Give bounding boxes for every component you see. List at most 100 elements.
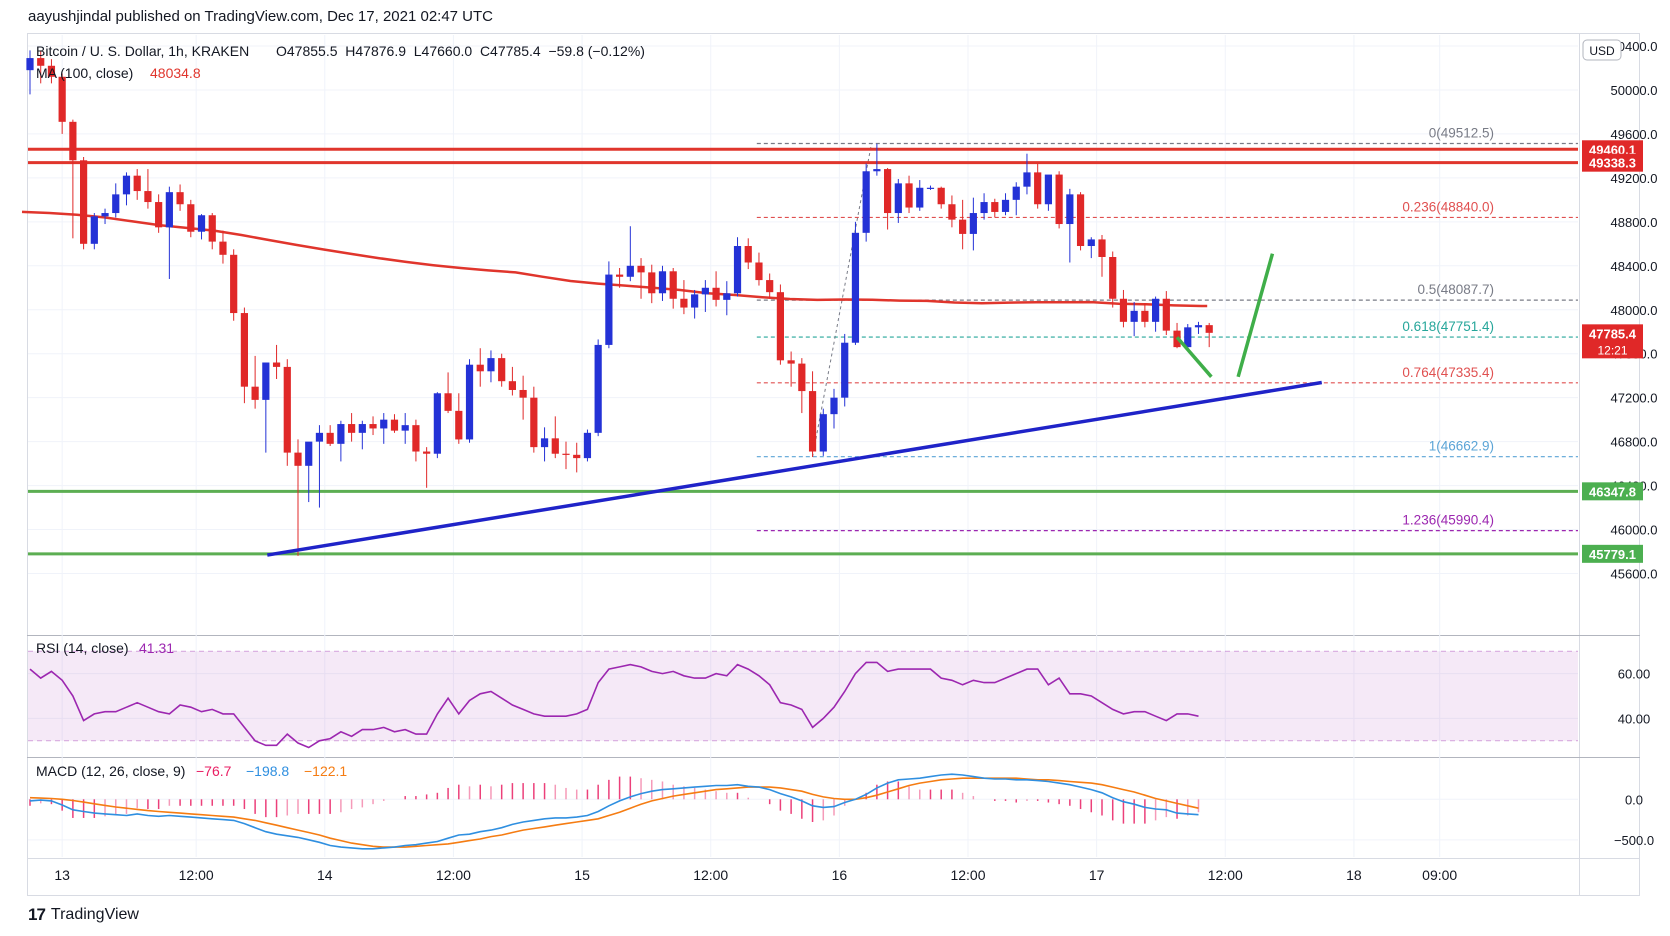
macd-tick-label: −500.0 [1614, 833, 1654, 848]
candle-body [723, 293, 731, 300]
rsi-line [29, 661, 1199, 749]
candle-body [219, 241, 227, 255]
candle-body [819, 414, 827, 452]
x-tick-label: 12:00 [1208, 867, 1243, 883]
macd-legend-signal: −122.1 [304, 763, 347, 779]
x-tick-label: 12:00 [950, 867, 985, 883]
candle-body [369, 424, 377, 429]
candle-body [1098, 239, 1106, 257]
candle-body [508, 381, 516, 390]
candle-body [26, 58, 34, 71]
current-price-badge-text: 47785.4 [1589, 326, 1637, 341]
candle-body [573, 454, 581, 459]
currency-badge-box [1582, 39, 1622, 61]
candle-body [787, 360, 795, 364]
macd-line [29, 773, 1199, 850]
horizontal-levels-layer [28, 147, 1578, 556]
candle-body [841, 342, 849, 398]
rsi-tick-label: 60.00 [1618, 667, 1651, 682]
candle-body [519, 389, 527, 398]
x-tick-label: 16 [832, 867, 848, 883]
candle-body [776, 292, 784, 361]
candle-body [498, 358, 506, 382]
candle-body [1055, 174, 1063, 225]
candle-body [305, 441, 313, 466]
symbol-title: Bitcoin / U. S. Dollar, 1h, KRAKEN [36, 43, 249, 59]
candle-body [1152, 298, 1160, 322]
support-price-badge-text: 46347.8 [1589, 484, 1636, 499]
candle-body [133, 175, 141, 192]
candle-body [905, 183, 913, 208]
macd-legend-label: MACD (12, 26, close, 9) [36, 763, 185, 779]
candle-body [744, 246, 752, 263]
candle-body [851, 232, 860, 343]
tradingview-name: TradingView [50, 906, 139, 923]
ma-legend-value: 48034.8 [150, 65, 201, 81]
candle-body [1066, 194, 1074, 225]
candle-body [873, 169, 881, 172]
candle-body [583, 432, 592, 459]
macd-signal-line [29, 777, 1199, 848]
x-tick-label: 12:00 [179, 867, 214, 883]
support-price-badge-box [1582, 482, 1643, 501]
forecast-layer[interactable] [1175, 253, 1275, 378]
candle-body [830, 397, 838, 415]
candle-body [808, 391, 817, 452]
candle-body [884, 169, 892, 214]
rsi-layer [29, 661, 1199, 749]
candle-body [315, 432, 324, 442]
candle-body [540, 438, 549, 448]
price-tick-label: 49600.0 [1611, 127, 1658, 142]
rsi-legend-label: RSI (14, close) [36, 640, 129, 656]
trendline-layer[interactable] [266, 380, 1323, 557]
candle-body [380, 419, 388, 429]
candle-body [980, 202, 988, 214]
x-tick-label: 17 [1089, 867, 1105, 883]
candle-body [862, 171, 870, 233]
candle-body [423, 451, 431, 454]
candle-body [112, 194, 120, 214]
candle-body [433, 393, 441, 454]
candle-body [1205, 325, 1213, 333]
candle-body [1076, 194, 1085, 247]
current-price-badge-box [1582, 324, 1643, 359]
candle-body [176, 192, 184, 205]
candle-body [337, 424, 345, 444]
tradingview-brand[interactable]: 17 TradingView [28, 905, 139, 925]
support-price-badge-box [1582, 544, 1643, 563]
candle-body [1001, 199, 1010, 212]
price-tick-label: 47200.0 [1611, 391, 1658, 406]
fib-level-label: 0(49512.5) [1429, 126, 1494, 141]
price-tick-label: 48000.0 [1611, 303, 1658, 318]
candle-body [197, 215, 206, 232]
candle-body [240, 313, 248, 387]
candle-body [348, 424, 356, 433]
candle-body [926, 187, 935, 189]
candle-body [691, 294, 699, 308]
rsi-band-layer [28, 650, 1578, 742]
candle-body [616, 274, 624, 277]
ascending-trendline [266, 380, 1323, 557]
candle-body [733, 246, 742, 294]
candle-body [1109, 257, 1117, 299]
currency-selector[interactable]: USD [1582, 39, 1622, 61]
candle-body [326, 432, 334, 444]
candle-body [294, 452, 302, 466]
grid-layer [28, 35, 1578, 857]
ma-legend-label: MA (100, close) [36, 65, 133, 81]
candle-body [122, 175, 131, 195]
price-tick-label: 46000.0 [1611, 523, 1658, 538]
chart-frame [27, 33, 1640, 896]
candle-body [465, 364, 474, 440]
candle-body [1141, 310, 1149, 322]
candle-body [101, 213, 109, 217]
candle-body [766, 280, 774, 293]
resistance-price-badge-box [1582, 153, 1643, 172]
candles-layer [26, 50, 1213, 556]
macd-legend-hist: −76.7 [196, 763, 232, 779]
candle-body [37, 58, 45, 66]
candle-body [1044, 174, 1052, 205]
